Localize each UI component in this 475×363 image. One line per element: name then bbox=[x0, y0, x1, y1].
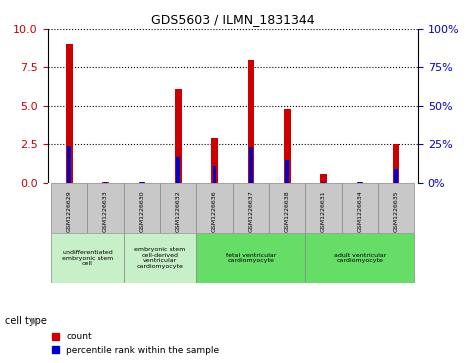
Text: embryonic stem
cell-derived
ventricular
cardiomyocyte: embryonic stem cell-derived ventricular … bbox=[134, 247, 186, 269]
Bar bbox=[393, 144, 399, 183]
Text: undifferentiated
embryonic stem
cell: undifferentiated embryonic stem cell bbox=[62, 250, 113, 266]
Bar bbox=[285, 160, 289, 183]
Bar bbox=[140, 182, 144, 183]
FancyBboxPatch shape bbox=[160, 183, 197, 233]
Bar bbox=[102, 182, 109, 183]
Text: fetal ventricular
cardiomyocyte: fetal ventricular cardiomyocyte bbox=[226, 253, 276, 264]
Bar bbox=[175, 89, 181, 183]
FancyBboxPatch shape bbox=[233, 183, 269, 233]
Text: GSM1226638: GSM1226638 bbox=[285, 190, 290, 232]
Text: GSM1226632: GSM1226632 bbox=[176, 190, 181, 232]
Text: GSM1226637: GSM1226637 bbox=[248, 190, 253, 232]
Text: GSM1226631: GSM1226631 bbox=[321, 190, 326, 232]
Bar bbox=[139, 182, 145, 183]
Bar bbox=[176, 156, 180, 183]
Text: cell type: cell type bbox=[5, 316, 47, 326]
Bar bbox=[284, 109, 291, 183]
FancyBboxPatch shape bbox=[51, 183, 87, 233]
Text: GSM1226635: GSM1226635 bbox=[394, 190, 399, 232]
Bar bbox=[66, 44, 73, 183]
Title: GDS5603 / ILMN_1831344: GDS5603 / ILMN_1831344 bbox=[151, 13, 314, 26]
FancyBboxPatch shape bbox=[269, 183, 305, 233]
Bar bbox=[249, 147, 253, 183]
Text: ▶: ▶ bbox=[31, 316, 38, 326]
Text: GSM1226629: GSM1226629 bbox=[67, 190, 72, 232]
Text: GSM1226636: GSM1226636 bbox=[212, 190, 217, 232]
Bar bbox=[247, 60, 254, 183]
Bar bbox=[320, 174, 327, 183]
Bar bbox=[211, 138, 218, 183]
Legend: count, percentile rank within the sample: count, percentile rank within the sample bbox=[52, 333, 219, 355]
FancyBboxPatch shape bbox=[378, 183, 414, 233]
Bar bbox=[213, 166, 217, 183]
Bar bbox=[322, 182, 325, 183]
Bar bbox=[358, 182, 361, 183]
Text: GSM1226630: GSM1226630 bbox=[140, 190, 144, 232]
FancyBboxPatch shape bbox=[197, 183, 233, 233]
FancyBboxPatch shape bbox=[87, 183, 124, 233]
Bar bbox=[357, 182, 363, 183]
FancyBboxPatch shape bbox=[51, 233, 124, 283]
FancyBboxPatch shape bbox=[305, 183, 342, 233]
FancyBboxPatch shape bbox=[124, 183, 160, 233]
FancyBboxPatch shape bbox=[197, 233, 305, 283]
Text: GSM1226634: GSM1226634 bbox=[357, 190, 362, 232]
Bar bbox=[394, 169, 398, 183]
FancyBboxPatch shape bbox=[342, 183, 378, 233]
FancyBboxPatch shape bbox=[124, 233, 197, 283]
Bar bbox=[67, 146, 71, 183]
FancyBboxPatch shape bbox=[305, 233, 414, 283]
Bar bbox=[104, 182, 107, 183]
Text: GSM1226633: GSM1226633 bbox=[103, 190, 108, 232]
Text: adult ventricular
cardiomyocyte: adult ventricular cardiomyocyte bbox=[334, 253, 386, 264]
